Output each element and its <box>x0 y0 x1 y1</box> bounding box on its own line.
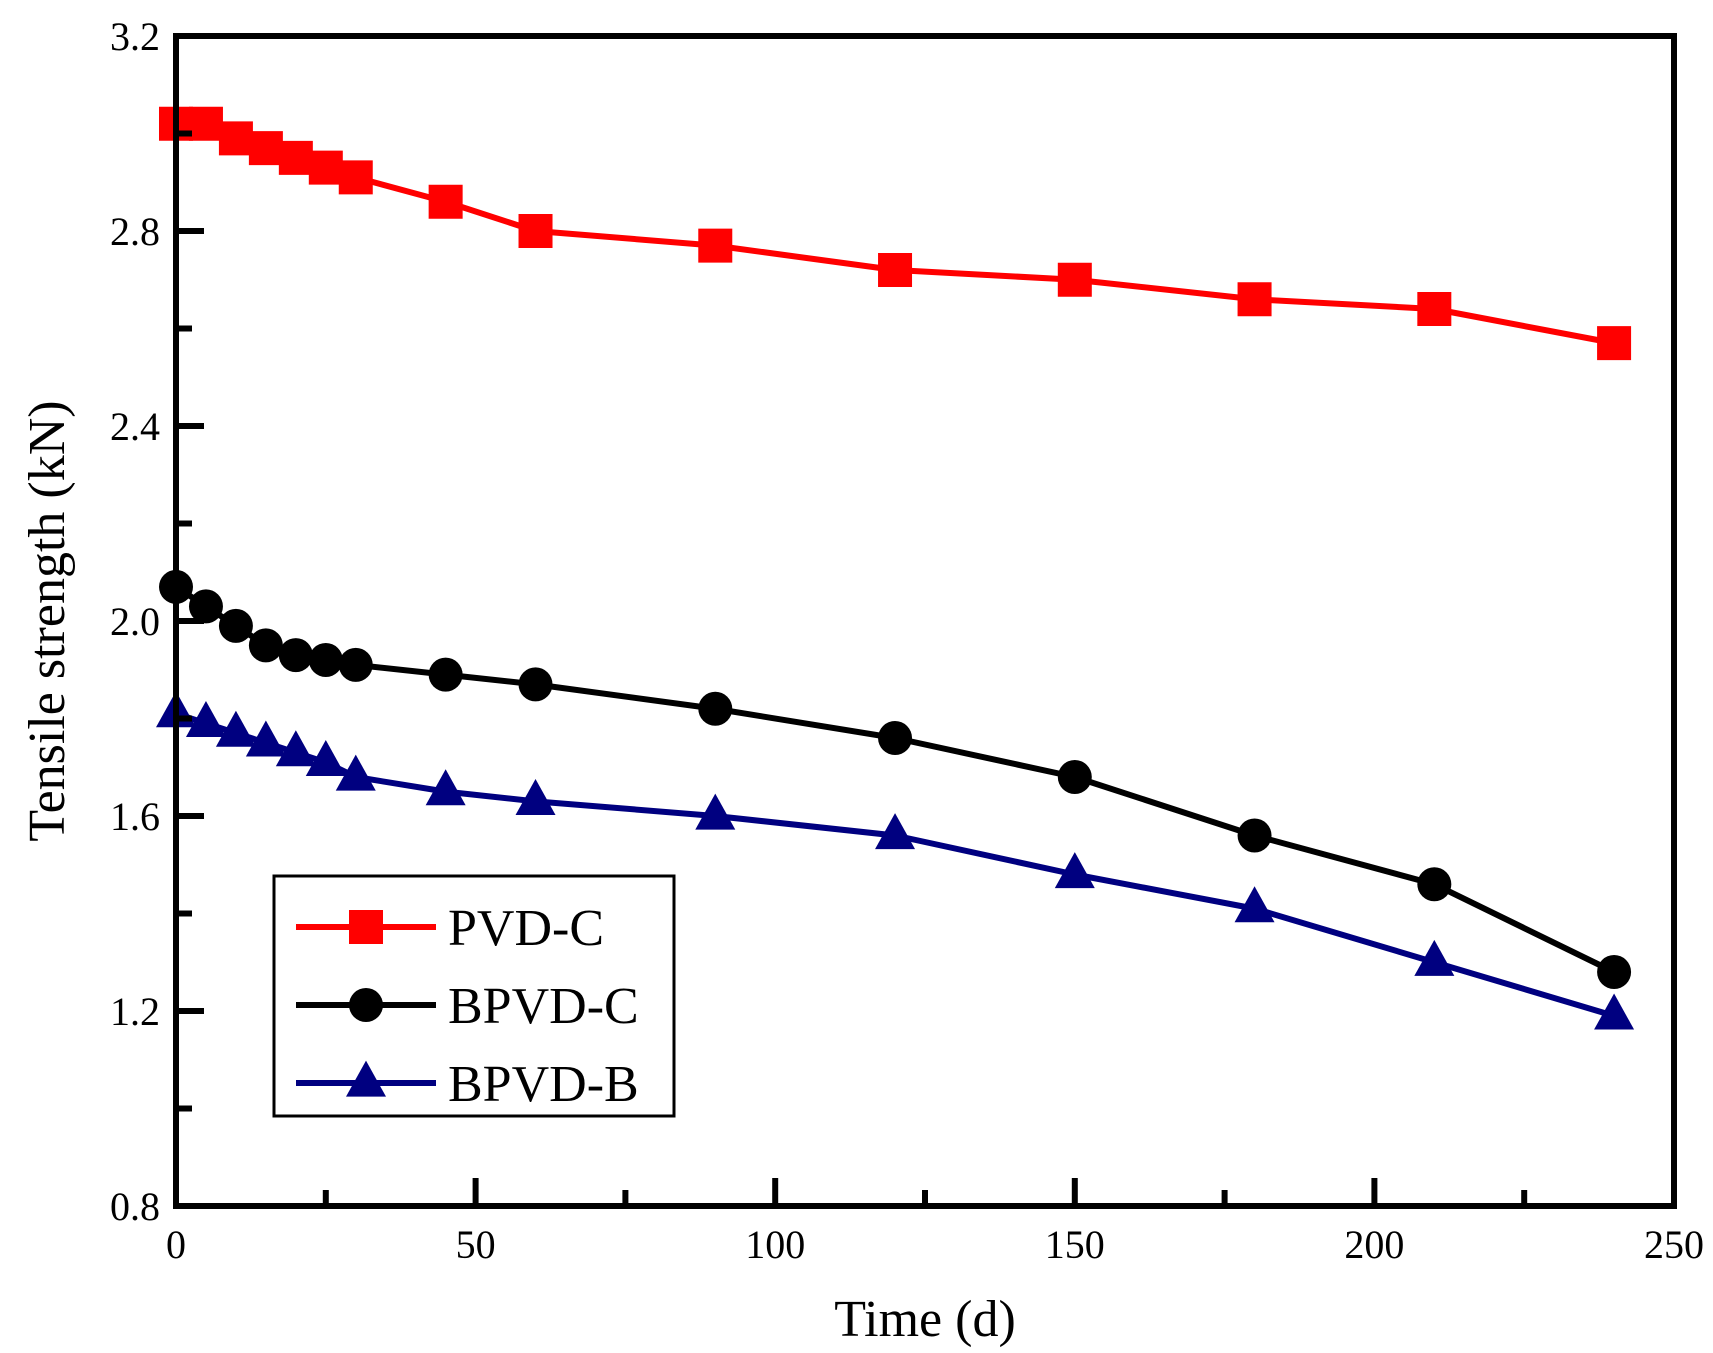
y-tick-label: 1.6 <box>110 794 160 839</box>
data-point-bpvd-c <box>278 638 313 673</box>
data-point-bpvd-b <box>275 730 316 767</box>
data-point-bpvd-c <box>428 657 463 692</box>
x-tick-label: 50 <box>456 1222 496 1267</box>
data-point-pvd-c <box>1417 292 1452 326</box>
data-point-bpvd-c <box>248 628 283 663</box>
data-point-pvd-c <box>308 150 343 185</box>
series-line-pvd-c <box>176 120 1615 347</box>
legend-item-bpvd-b: BPVD-B <box>296 1056 639 1113</box>
data-point-bpvd-b <box>185 701 226 738</box>
legend-box <box>272 874 676 1118</box>
data-point-bpvd-c <box>698 691 733 726</box>
data-point-pvd-c <box>338 160 373 195</box>
y-tick-label: 3.2 <box>110 14 160 59</box>
data-point-bpvd-c <box>878 721 913 755</box>
legend-label-bpvd-c: BPVD-C <box>448 978 639 1035</box>
data-point-pvd-c <box>1237 282 1272 317</box>
data-point-bpvd-c <box>218 608 253 643</box>
series-layer <box>156 106 1635 1030</box>
y-tick-label: 0.8 <box>110 1184 160 1229</box>
data-point-pvd-c <box>878 253 913 287</box>
y-tick-label: 2.8 <box>110 209 160 254</box>
data-point-bpvd-c <box>518 667 553 702</box>
y-tick-label: 2.4 <box>110 404 160 449</box>
data-point-bpvd-b <box>1414 939 1455 976</box>
data-point-bpvd-c <box>1237 818 1272 853</box>
tick-label-layer: 0 50 100 150 200 250 0.8 1.2 1.6 2.0 2.4 2.8 3.2 <box>110 14 1704 1267</box>
x-tick-label: 150 <box>1045 1222 1105 1267</box>
data-point-bpvd-b <box>215 710 256 747</box>
legend-label-bpvd-b: BPVD-B <box>448 1056 639 1113</box>
data-point-bpvd-b <box>1234 886 1275 923</box>
x-tick-label: 200 <box>1344 1222 1404 1267</box>
legend-label-pvd-c: PVD-C <box>448 900 604 957</box>
data-point-bpvd-b <box>425 769 466 806</box>
y-axis-title: Tensile strength (kN) <box>19 400 76 841</box>
data-point-bpvd-c <box>1417 867 1452 902</box>
x-tick-label: 0 <box>166 1222 186 1267</box>
ticks-layer <box>173 33 1677 1209</box>
data-point-bpvd-c <box>338 647 373 682</box>
data-point-bpvd-c <box>1057 760 1092 794</box>
data-point-bpvd-b <box>335 754 376 791</box>
data-point-pvd-c <box>248 131 283 166</box>
data-point-bpvd-b <box>1054 852 1095 889</box>
legend-item-bpvd-c: BPVD-C <box>296 978 639 1035</box>
x-axis-title: Time (d) <box>834 1291 1016 1348</box>
data-point-pvd-c <box>278 140 313 175</box>
data-point-bpvd-b <box>245 720 286 757</box>
data-point-bpvd-c <box>188 589 223 624</box>
series-pvd-c <box>159 106 1632 361</box>
data-point-bpvd-b <box>515 779 556 816</box>
y-tick-label: 2.0 <box>110 599 160 644</box>
legend: PVD-C BPVD-C BPVD-B <box>272 874 676 1118</box>
data-point-pvd-c <box>1597 326 1632 361</box>
series-bpvd-c <box>159 569 1632 989</box>
data-point-pvd-c <box>518 214 553 248</box>
data-point-bpvd-b <box>875 813 916 850</box>
data-point-bpvd-c <box>308 643 343 677</box>
data-point-pvd-c <box>218 121 253 156</box>
data-point-bpvd-b <box>1594 993 1635 1030</box>
data-point-pvd-c <box>428 184 463 219</box>
data-point-bpvd-b <box>305 740 346 777</box>
x-tick-label: 250 <box>1644 1222 1704 1267</box>
x-tick-label: 100 <box>745 1222 805 1267</box>
data-point-pvd-c <box>1057 262 1092 297</box>
legend-marker-bpvd-c <box>349 988 383 1022</box>
legend-item-pvd-c: PVD-C <box>296 900 604 957</box>
data-point-bpvd-c <box>1597 955 1632 989</box>
data-point-pvd-c <box>188 106 223 141</box>
data-point-bpvd-b <box>695 793 736 830</box>
y-tick-label: 1.2 <box>110 989 160 1034</box>
legend-marker-pvd-c <box>349 910 383 944</box>
data-point-pvd-c <box>698 228 733 263</box>
legend-marker-bpvd-b <box>346 1060 386 1097</box>
series-bpvd-b <box>156 691 1635 1030</box>
